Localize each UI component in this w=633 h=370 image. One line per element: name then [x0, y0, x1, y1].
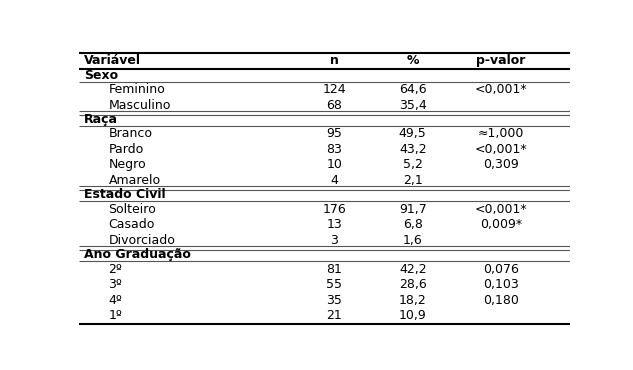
Text: ≈1,000: ≈1,000	[478, 127, 524, 140]
Text: 81: 81	[326, 263, 342, 276]
Text: 3: 3	[330, 234, 338, 247]
Text: Solteiro: Solteiro	[109, 203, 156, 216]
Text: Masculino: Masculino	[109, 98, 171, 112]
Text: Sexo: Sexo	[84, 68, 118, 82]
Text: 2º: 2º	[109, 263, 122, 276]
Text: 2,1: 2,1	[403, 174, 423, 187]
Text: 95: 95	[326, 127, 342, 140]
Text: <0,001*: <0,001*	[475, 83, 527, 96]
Text: p-valor: p-valor	[476, 54, 526, 67]
Text: 10: 10	[326, 158, 342, 171]
Text: 4: 4	[330, 174, 338, 187]
Text: <0,001*: <0,001*	[475, 143, 527, 156]
Text: 68: 68	[326, 98, 342, 112]
Text: 3º: 3º	[109, 278, 122, 291]
Text: 83: 83	[326, 143, 342, 156]
Text: 91,7: 91,7	[399, 203, 427, 216]
Text: Estado Civil: Estado Civil	[84, 188, 166, 201]
Text: 43,2: 43,2	[399, 143, 427, 156]
Text: Raça: Raça	[84, 113, 118, 126]
Text: 13: 13	[327, 218, 342, 231]
Text: 64,6: 64,6	[399, 83, 427, 96]
Text: 18,2: 18,2	[399, 294, 427, 307]
Text: 0,309: 0,309	[483, 158, 519, 171]
Text: Feminino: Feminino	[109, 83, 165, 96]
Text: 6,8: 6,8	[403, 218, 423, 231]
Text: 35: 35	[326, 294, 342, 307]
Text: 124: 124	[322, 83, 346, 96]
Text: n: n	[330, 54, 339, 67]
Text: Casado: Casado	[109, 218, 155, 231]
Text: 55: 55	[326, 278, 342, 291]
Text: 1º: 1º	[109, 309, 122, 322]
Text: <0,001*: <0,001*	[475, 203, 527, 216]
Text: 35,4: 35,4	[399, 98, 427, 112]
Text: 0,076: 0,076	[483, 263, 519, 276]
Text: 42,2: 42,2	[399, 263, 427, 276]
Text: 49,5: 49,5	[399, 127, 427, 140]
Text: Negro: Negro	[109, 158, 146, 171]
Text: Amarelo: Amarelo	[109, 174, 161, 187]
Text: 1,6: 1,6	[403, 234, 423, 247]
Text: 0,180: 0,180	[483, 294, 519, 307]
Text: 10,9: 10,9	[399, 309, 427, 322]
Text: 176: 176	[322, 203, 346, 216]
Text: Ano Graduação: Ano Graduação	[84, 248, 191, 261]
Text: 0,009*: 0,009*	[480, 218, 522, 231]
Text: 21: 21	[327, 309, 342, 322]
Text: 4º: 4º	[109, 294, 122, 307]
Text: 5,2: 5,2	[403, 158, 423, 171]
Text: Divorciado: Divorciado	[109, 234, 175, 247]
Text: Pardo: Pardo	[109, 143, 144, 156]
Text: 28,6: 28,6	[399, 278, 427, 291]
Text: 0,103: 0,103	[483, 278, 519, 291]
Text: Branco: Branco	[109, 127, 153, 140]
Text: %: %	[406, 54, 419, 67]
Text: Variável: Variável	[84, 54, 141, 67]
